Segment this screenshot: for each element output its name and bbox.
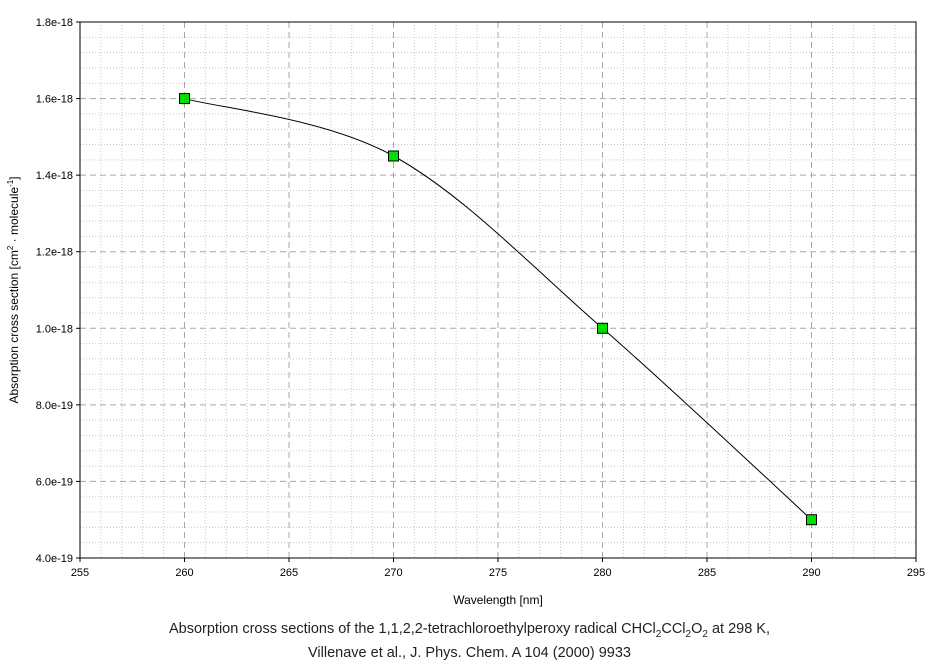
data-point-marker — [806, 514, 817, 526]
y-tick-label: 1.8e-18 — [36, 17, 73, 29]
x-tick-label: 270 — [384, 567, 402, 579]
data-markers — [179, 93, 817, 526]
y-ticks: 4.0e-19 6.0e-19 8.0e-19 1.0e-18 1.2e-18 1.4e-… — [36, 17, 80, 565]
x-tick-label: 295 — [907, 567, 925, 579]
x-ticks: 255 260 265 270 275 280 285 290 295 — [71, 558, 925, 579]
data-point-marker — [179, 93, 190, 105]
y-tick-label: 1.4e-18 — [36, 170, 73, 182]
y-tick-label: 6.0e-19 — [36, 476, 73, 488]
y-tick-label: 8.0e-19 — [36, 400, 73, 412]
minor-grid — [80, 22, 916, 558]
chart: 255 260 265 270 275 280 285 290 295 4.0e-19 6.0e-… — [6, 17, 925, 607]
x-tick-label: 290 — [802, 567, 820, 579]
x-tick-label: 275 — [489, 567, 507, 579]
x-tick-label: 265 — [280, 567, 298, 579]
y-tick-label: 4.0e-19 — [36, 553, 73, 565]
y-tick-label: 1.2e-18 — [36, 247, 73, 259]
data-point-marker — [388, 150, 399, 162]
x-tick-label: 255 — [71, 567, 89, 579]
y-axis-label: Absorption cross section [cm2 · molecule… — [6, 176, 21, 403]
series-line — [184, 98, 812, 521]
x-tick-label: 285 — [698, 567, 716, 579]
caption-line-1: Absorption cross sections of the 1,1,2,2… — [168, 621, 770, 640]
caption-line-2: Villenave et al., J. Phys. Chem. A 104 (… — [308, 645, 631, 661]
y-tick-label: 1.6e-18 — [36, 94, 73, 106]
x-tick-label: 260 — [175, 567, 193, 579]
data-point-marker — [597, 322, 608, 334]
y-tick-label: 1.0e-18 — [36, 323, 73, 335]
x-axis-label: Wavelength [nm] — [453, 593, 543, 607]
x-tick-label: 280 — [593, 567, 611, 579]
